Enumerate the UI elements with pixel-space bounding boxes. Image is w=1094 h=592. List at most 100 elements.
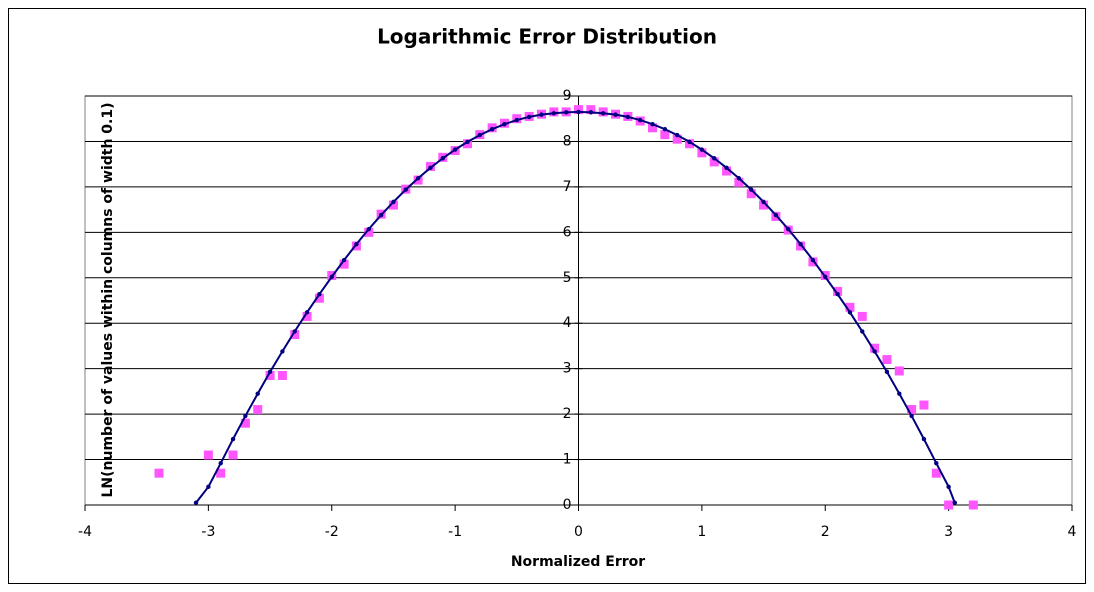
x-tick-label: -4 [78, 524, 92, 540]
chart-title: Logarithmic Error Distribution [377, 25, 717, 49]
y-tick-label: 2 [563, 406, 572, 422]
data-point [845, 302, 855, 312]
data-point [586, 105, 596, 115]
data-point [314, 293, 324, 303]
data-point [403, 187, 408, 192]
data-point [551, 111, 557, 116]
data-point [539, 112, 544, 117]
data-point [712, 156, 717, 161]
data-point [687, 139, 692, 145]
data-point [798, 241, 803, 247]
data-point [934, 460, 939, 466]
data-point [206, 484, 211, 490]
data-point [709, 157, 719, 167]
x-tick-label: 0 [574, 524, 583, 540]
data-point [894, 366, 904, 376]
data-point [697, 148, 707, 158]
data-point [884, 369, 890, 375]
data-point [588, 110, 594, 115]
data-point [968, 500, 978, 510]
data-point [835, 291, 840, 297]
data-point [833, 286, 843, 296]
data-point [724, 165, 729, 171]
data-point [946, 484, 951, 490]
data-point [364, 227, 374, 237]
data-point [759, 200, 769, 210]
data-point [847, 310, 853, 315]
data-point [576, 109, 581, 115]
y-tick-label: 5 [563, 270, 572, 286]
data-point [154, 468, 164, 478]
data-point [339, 259, 349, 269]
data-point [600, 111, 606, 116]
data-point [882, 355, 892, 365]
data-point [675, 132, 680, 138]
data-point [304, 310, 310, 315]
data-point [243, 413, 248, 419]
data-point [391, 199, 396, 205]
data-point [228, 450, 238, 460]
data-point [317, 291, 322, 297]
y-tick-label: 9 [563, 88, 572, 104]
x-axis-label: Normalized Error [511, 554, 645, 570]
data-point [502, 121, 507, 127]
data-point [489, 126, 495, 132]
data-point [749, 187, 754, 192]
data-point [280, 349, 285, 354]
data-point [660, 130, 670, 140]
data-point [625, 114, 631, 120]
x-tick-label: -3 [201, 524, 215, 540]
data-point [650, 121, 655, 127]
data-point [931, 468, 941, 478]
data-point [218, 460, 223, 466]
data-point [613, 112, 618, 117]
data-point [465, 139, 470, 145]
data-point [378, 212, 384, 218]
data-point [277, 370, 287, 380]
data-point [746, 189, 756, 199]
y-tick-label: 6 [563, 224, 572, 240]
data-point [290, 330, 300, 340]
data-point [415, 176, 421, 181]
data-point [302, 311, 312, 321]
data-point [944, 500, 954, 510]
x-tick-label: 3 [944, 524, 953, 540]
data-point [699, 147, 705, 152]
data-point [440, 156, 445, 161]
y-tick-label: 8 [563, 133, 572, 149]
data-point [773, 212, 779, 218]
data-point [907, 405, 917, 415]
data-point [736, 176, 742, 181]
data-point [857, 311, 867, 321]
data-point [872, 349, 877, 354]
data-point [267, 369, 273, 375]
data-point [761, 199, 766, 205]
x-tick-label: 4 [1068, 524, 1077, 540]
data-point [919, 400, 929, 410]
data-point [909, 413, 914, 419]
data-point [786, 226, 791, 232]
data-point [662, 126, 668, 132]
data-point [722, 166, 732, 176]
data-point [514, 117, 520, 123]
x-tick-label: -1 [448, 524, 462, 540]
data-point [230, 436, 236, 442]
x-tick-label: 1 [697, 524, 706, 540]
data-point [952, 500, 957, 505]
data-point [240, 418, 250, 428]
data-point [265, 370, 275, 380]
data-point [428, 165, 433, 171]
data-point [477, 132, 482, 138]
data-point [354, 241, 359, 247]
data-point [860, 329, 865, 334]
y-tick-label: 7 [563, 179, 572, 195]
data-point [823, 274, 828, 280]
data-point [897, 391, 902, 396]
y-tick-label: 4 [563, 315, 572, 331]
data-point [253, 405, 263, 415]
data-point [193, 500, 199, 505]
data-point [810, 257, 816, 263]
data-point [255, 391, 260, 396]
